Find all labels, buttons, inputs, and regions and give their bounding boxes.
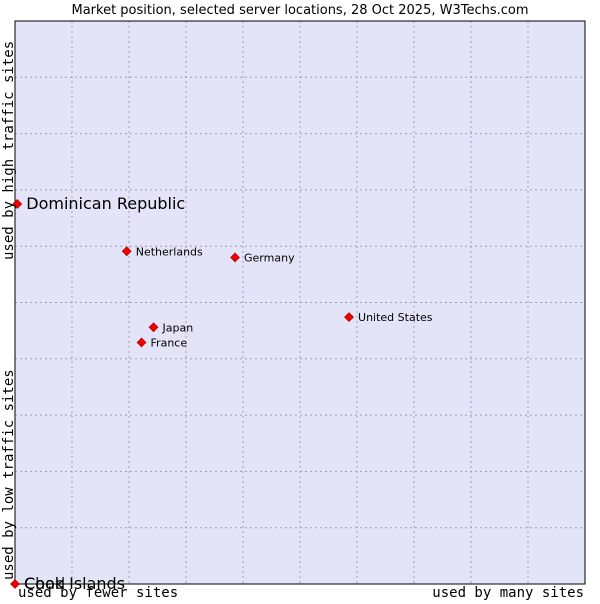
point-dominican-republic xyxy=(12,199,23,209)
x-axis-label-left: used by fewer sites xyxy=(18,585,178,600)
axes xyxy=(14,20,586,585)
y-axis-label-bottom: used by low traffic sites xyxy=(1,369,17,580)
chart-title: Market position, selected server locatio… xyxy=(71,3,528,18)
grid-lines xyxy=(15,21,585,584)
point-label-japan: Japan xyxy=(162,321,194,334)
point-united-states xyxy=(344,312,354,323)
point-label-chad: Chad xyxy=(24,574,65,593)
point-label-germany: Germany xyxy=(244,251,295,264)
y-axis-label-top: used by high traffic sites xyxy=(1,41,17,260)
point-cook-islands xyxy=(10,579,20,589)
point-label-netherlands: Netherlands xyxy=(136,245,203,258)
point-france xyxy=(136,337,147,348)
plot-frame xyxy=(14,20,586,585)
point-label-france: France xyxy=(151,336,188,349)
point-japan xyxy=(148,322,159,333)
point-netherlands xyxy=(121,246,132,257)
point-label-united-states: United States xyxy=(358,311,433,324)
point-label-cook-islands: Cook Islands xyxy=(24,574,125,593)
x-axis-label-right: used by many sites xyxy=(432,585,584,600)
point-label-dominican-republic: Dominican Republic xyxy=(26,194,185,213)
point-germany xyxy=(230,252,240,263)
